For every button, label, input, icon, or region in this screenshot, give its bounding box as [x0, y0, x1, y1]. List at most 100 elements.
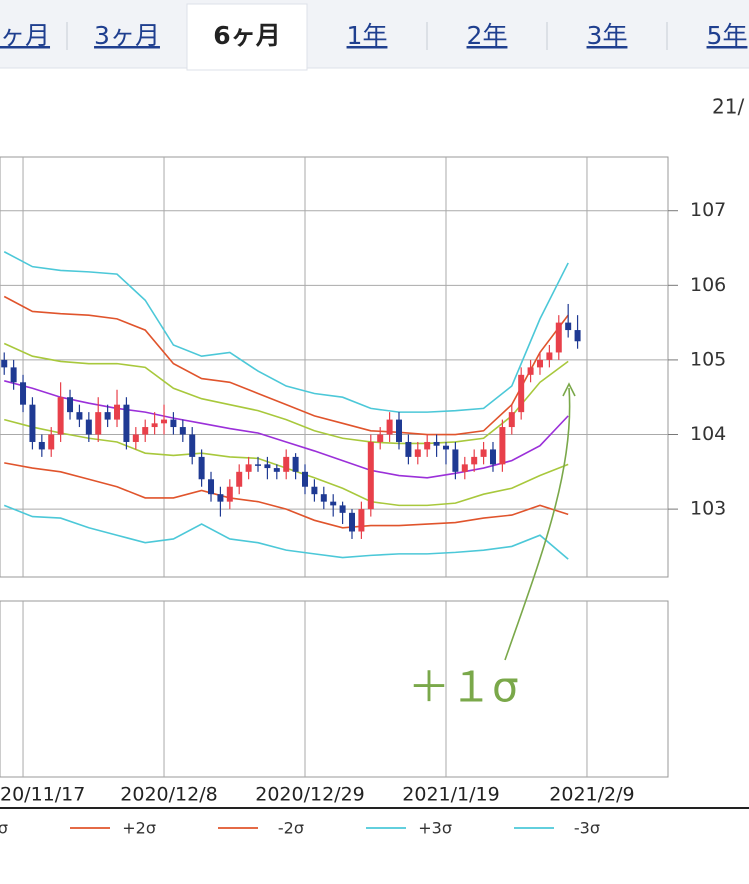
tab[interactable]: 1年: [347, 21, 388, 50]
x-tick-label: 2020/12/8: [120, 784, 217, 806]
candle-body: [226, 486, 233, 502]
candle-body: [499, 427, 506, 465]
candle-body: [132, 434, 139, 442]
candle-body: [424, 441, 431, 450]
candle-body: [339, 505, 346, 513]
candle-body: [104, 412, 111, 420]
candle-body: [85, 419, 92, 435]
candle-body: [302, 471, 309, 487]
candle-body: [48, 434, 55, 450]
x-tick-label: 20/11/17: [0, 784, 85, 806]
candle-body: [38, 441, 45, 450]
candle-body: [574, 330, 581, 342]
candle-body: [95, 412, 102, 435]
bands: [3, 251, 569, 560]
candle-body: [1, 359, 8, 368]
candle-body: [283, 456, 290, 472]
candles: [1, 303, 581, 539]
y-tick-label: 105: [690, 348, 726, 370]
band-line: [3, 342, 569, 445]
candle-body: [217, 494, 224, 502]
annotation: ＋１σ: [408, 663, 519, 712]
y-tick-label: 104: [690, 423, 726, 445]
x-tick-label: 2021/2/9: [549, 784, 634, 806]
tab[interactable]: 2年: [467, 21, 508, 50]
candle-body: [405, 441, 412, 457]
candle-body: [292, 456, 299, 472]
candle-body: [546, 352, 553, 360]
labels: 103 104 105 106 107 20/11/17 2020/12/8 2020/12/…: [0, 199, 726, 837]
candle-body: [471, 456, 478, 465]
candle-body: [208, 479, 215, 495]
legend-label: +2σ: [122, 819, 156, 838]
candle-body: [518, 374, 525, 413]
candle-body: [245, 464, 252, 472]
tabs: ヶ月 3ヶ月 6ヶ月 1年 2年 3年 5年: [0, 3, 748, 71]
candle-body: [555, 322, 562, 353]
candle-body: [20, 382, 27, 405]
y-tick-label: 103: [690, 498, 726, 520]
candle-body: [480, 449, 487, 457]
legend-label: σ: [0, 819, 8, 838]
candle-body: [57, 397, 64, 435]
arrow-head: [562, 382, 576, 397]
candle-body: [273, 468, 280, 472]
legend-label: -2σ: [278, 819, 304, 838]
candle-body: [452, 449, 459, 472]
candle-body: [189, 434, 196, 457]
tab[interactable]: 5年: [707, 21, 748, 50]
candle-body: [442, 445, 449, 450]
candle-body: [76, 412, 83, 420]
candle-body: [565, 322, 572, 331]
candle-body: [414, 449, 421, 457]
band-line: [4, 462, 569, 529]
candle-body: [461, 464, 468, 472]
x-tick-label: 2021/1/19: [402, 784, 499, 806]
candle-body: [255, 464, 262, 466]
candle-body: [348, 512, 355, 532]
legend-label: -3σ: [574, 819, 600, 838]
tab[interactable]: 3年: [587, 21, 628, 50]
candle-body: [10, 367, 17, 383]
x-tick-label: 2020/12/29: [255, 784, 365, 806]
tab[interactable]: 6ヶ月: [213, 21, 280, 50]
annotation-arrow: [504, 387, 571, 661]
candle-body: [320, 494, 327, 502]
plot-frame: [0, 156, 669, 578]
candle-body: [151, 423, 158, 428]
candle-body: [358, 509, 365, 532]
candle-body: [386, 419, 393, 435]
corner-label: 21/: [712, 95, 744, 119]
sub-panel-frame: [0, 600, 669, 778]
candle-body: [330, 501, 337, 506]
candle-body: [161, 419, 168, 424]
candle-body: [236, 471, 243, 487]
grid: [0, 157, 678, 777]
legend-label: +3σ: [418, 819, 452, 838]
candle-body: [179, 427, 186, 435]
candle-body: [311, 486, 318, 495]
candle-body: [67, 397, 74, 413]
candle-body: [433, 441, 440, 446]
tab[interactable]: ヶ月: [0, 21, 50, 50]
candle-body: [142, 427, 149, 435]
tab[interactable]: 3ヶ月: [94, 21, 160, 50]
tab-bar: [0, 0, 749, 68]
candle-body: [114, 404, 121, 420]
candle-body: [508, 412, 515, 428]
band-line: [3, 251, 569, 413]
candle-body: [377, 434, 384, 442]
candle-body: [170, 419, 177, 428]
candle-body: [489, 449, 496, 465]
candle-body: [123, 404, 130, 442]
candle-body: [264, 464, 271, 469]
candle-body: [527, 367, 534, 375]
candle-body: [198, 456, 205, 480]
candle-body: [367, 441, 374, 510]
candle-body: [29, 404, 36, 442]
candle-body: [536, 359, 543, 368]
y-tick-label: 107: [690, 199, 726, 221]
y-tick-label: 106: [690, 274, 726, 296]
